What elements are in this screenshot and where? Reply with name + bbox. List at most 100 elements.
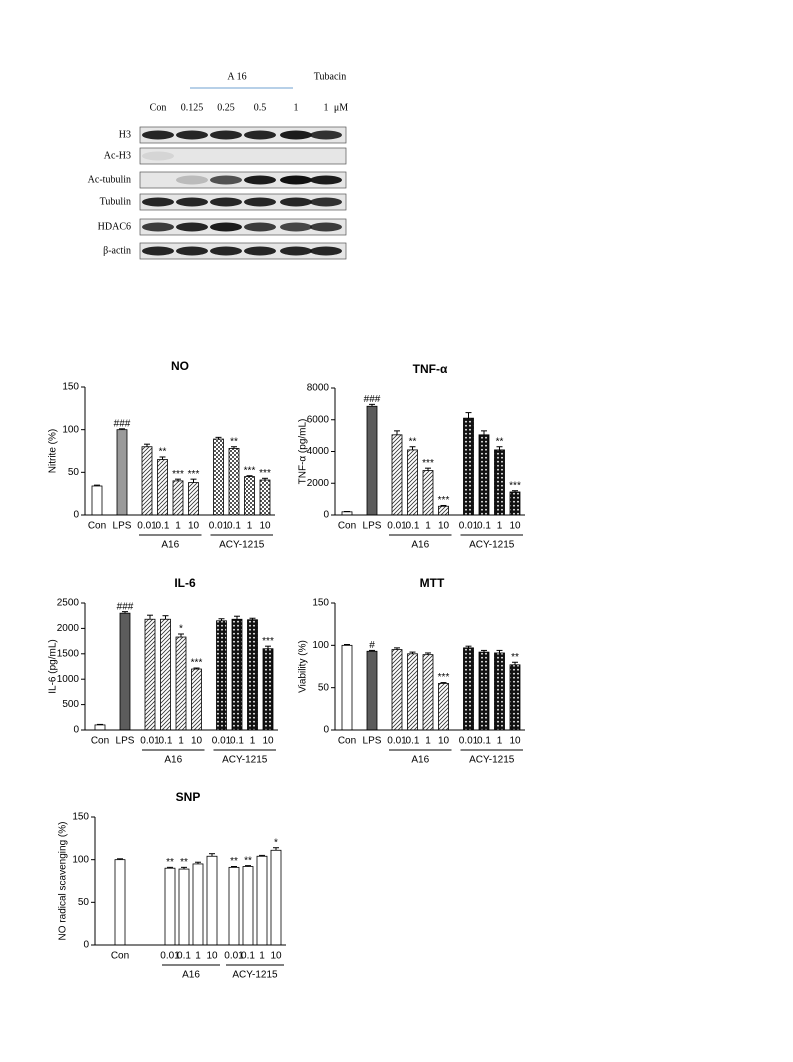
group-label: A16 <box>161 540 179 551</box>
bar <box>119 612 131 731</box>
significance: ** <box>166 857 174 868</box>
y-tick-label: 100 <box>62 424 79 435</box>
x-tick-label: 0.1 <box>241 951 255 962</box>
y-tick-label: 1000 <box>57 674 80 685</box>
band <box>244 197 276 207</box>
bar <box>256 855 268 946</box>
x-tick-label: Con <box>111 951 129 962</box>
bar <box>270 849 282 946</box>
bar <box>478 651 490 731</box>
row-label: Ac-tubulin <box>88 174 131 185</box>
x-tick-label: 0.01 <box>387 521 407 532</box>
bar <box>157 459 168 516</box>
significance: *** <box>172 469 184 480</box>
band <box>176 130 208 140</box>
x-tick-label: 0.01 <box>212 736 232 747</box>
bar <box>164 867 176 946</box>
lane-unit: μM <box>334 102 348 113</box>
band <box>280 130 312 140</box>
significance: *** <box>244 465 256 476</box>
x-tick-label: 0.1 <box>159 736 173 747</box>
significance: ** <box>511 652 519 663</box>
y-tick-label: 2500 <box>57 598 80 609</box>
group-label: ACY-1215 <box>469 755 515 766</box>
y-tick-label: 50 <box>318 682 330 693</box>
significance: *** <box>438 672 450 683</box>
bar <box>438 683 449 731</box>
significance: *** <box>262 636 274 647</box>
y-tick-label: 150 <box>72 812 89 823</box>
y-axis-label: IL-6 (pg/mL) <box>48 639 59 693</box>
chart-title: SNP <box>176 790 201 804</box>
x-tick-label: LPS <box>116 736 135 747</box>
blot-strip <box>139 147 347 165</box>
bar <box>160 618 171 731</box>
row-label: Tubulin <box>100 196 131 207</box>
significance: *** <box>259 468 271 479</box>
x-tick-label: Con <box>88 521 106 532</box>
x-tick-label: LPS <box>363 521 382 532</box>
band <box>142 130 174 140</box>
y-tick-label: 0 <box>73 510 79 521</box>
band <box>210 246 242 256</box>
x-tick-label: 0.1 <box>230 736 244 747</box>
row-label: HDAC6 <box>98 221 131 232</box>
group-label: A16 <box>182 970 200 981</box>
bar <box>463 417 474 516</box>
band <box>176 222 208 232</box>
bar <box>141 446 153 516</box>
band <box>310 222 342 232</box>
x-tick-label: 0.01 <box>387 736 407 747</box>
x-tick-label: Con <box>338 736 356 747</box>
significance: ** <box>230 436 238 447</box>
bar <box>341 644 353 731</box>
band <box>210 197 242 207</box>
bar <box>438 505 449 516</box>
significance: ** <box>230 856 238 867</box>
bar <box>228 448 240 516</box>
band <box>310 175 342 185</box>
band <box>280 175 312 185</box>
x-tick-label: 0.1 <box>406 521 420 532</box>
x-tick-label: 1 <box>247 521 253 532</box>
band <box>280 246 312 256</box>
x-tick-label: 0.1 <box>156 521 170 532</box>
y-tick-label: 0 <box>83 940 89 951</box>
bar <box>192 863 204 946</box>
bar <box>206 855 218 946</box>
x-tick-label: LPS <box>363 736 382 747</box>
lane-label: 0.25 <box>217 102 235 113</box>
band <box>310 197 342 207</box>
x-tick-label: 1 <box>178 736 184 747</box>
x-tick-label: 1 <box>425 521 431 532</box>
x-tick-label: 0.1 <box>477 521 491 532</box>
group-label: ACY-1215 <box>232 970 278 981</box>
x-tick-label: 10 <box>438 736 450 747</box>
x-tick-label: 0.01 <box>160 951 180 962</box>
blot-header: A 16 <box>227 71 246 82</box>
bar <box>422 470 434 516</box>
y-axis-label: NO radical scavenging (%) <box>58 822 69 941</box>
significance: ### <box>364 394 381 405</box>
band <box>210 130 242 140</box>
bar <box>213 438 224 516</box>
x-tick-label: 10 <box>262 736 274 747</box>
x-tick-label: 10 <box>191 736 203 747</box>
bar <box>216 620 227 731</box>
x-tick-label: 0.01 <box>459 736 479 747</box>
significance: *** <box>191 658 203 669</box>
significance: ### <box>114 418 131 429</box>
x-tick-label: 0.01 <box>137 521 157 532</box>
band <box>244 222 276 232</box>
group-label: A16 <box>411 755 429 766</box>
y-tick-label: 500 <box>62 699 79 710</box>
y-axis-label: Nitrite (%) <box>48 429 59 473</box>
group-label: ACY-1215 <box>222 755 268 766</box>
bar <box>242 866 254 946</box>
group-label: A16 <box>411 540 429 551</box>
bar <box>144 618 156 731</box>
row-label: β-actin <box>103 245 131 256</box>
significance: ** <box>409 436 417 447</box>
y-tick-label: 150 <box>62 382 79 393</box>
